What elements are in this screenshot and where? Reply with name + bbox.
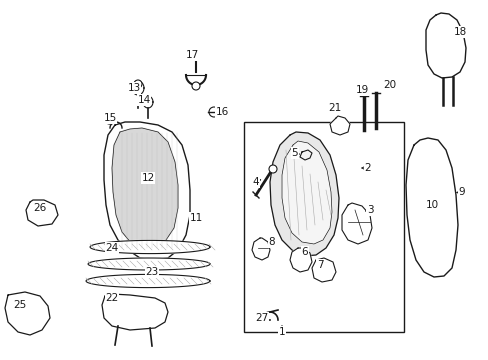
Circle shape xyxy=(208,107,219,117)
Text: 1: 1 xyxy=(278,327,285,337)
Polygon shape xyxy=(142,96,153,108)
Polygon shape xyxy=(102,294,168,330)
Text: 27: 27 xyxy=(255,313,268,323)
Polygon shape xyxy=(282,141,331,244)
Polygon shape xyxy=(251,238,269,260)
Polygon shape xyxy=(269,132,338,256)
Text: 15: 15 xyxy=(103,113,116,123)
Text: 25: 25 xyxy=(13,300,26,310)
Text: 23: 23 xyxy=(145,267,158,277)
Text: 17: 17 xyxy=(185,50,198,60)
Text: 16: 16 xyxy=(215,107,228,117)
Text: 26: 26 xyxy=(33,203,46,213)
Text: 11: 11 xyxy=(189,213,202,223)
Text: 22: 22 xyxy=(105,293,119,303)
Text: 12: 12 xyxy=(141,173,154,183)
Text: 21: 21 xyxy=(328,103,341,113)
Text: 10: 10 xyxy=(425,200,438,210)
Text: 20: 20 xyxy=(383,80,396,90)
Polygon shape xyxy=(405,138,457,277)
Bar xyxy=(244,122,403,332)
Circle shape xyxy=(268,165,276,173)
Text: 6: 6 xyxy=(301,247,307,257)
Polygon shape xyxy=(289,248,311,272)
Polygon shape xyxy=(132,81,143,95)
Text: 4: 4 xyxy=(252,177,259,187)
Polygon shape xyxy=(329,116,349,135)
Polygon shape xyxy=(90,240,209,253)
Text: 13: 13 xyxy=(127,83,141,93)
Polygon shape xyxy=(425,13,465,78)
Text: 24: 24 xyxy=(105,243,119,253)
Text: 8: 8 xyxy=(268,237,275,247)
Polygon shape xyxy=(112,128,178,250)
Polygon shape xyxy=(88,258,209,270)
Polygon shape xyxy=(341,203,371,244)
Polygon shape xyxy=(26,200,58,226)
Text: 9: 9 xyxy=(458,187,465,197)
Text: 2: 2 xyxy=(364,163,370,173)
Text: 5: 5 xyxy=(291,148,298,158)
Text: 18: 18 xyxy=(452,27,466,37)
Polygon shape xyxy=(5,292,50,335)
Polygon shape xyxy=(104,122,190,260)
Polygon shape xyxy=(311,258,335,282)
Text: 3: 3 xyxy=(366,205,372,215)
Text: 7: 7 xyxy=(316,260,323,270)
Circle shape xyxy=(134,80,142,88)
Text: 19: 19 xyxy=(355,85,368,95)
Polygon shape xyxy=(86,274,209,288)
Circle shape xyxy=(192,82,200,90)
Text: 14: 14 xyxy=(137,95,150,105)
